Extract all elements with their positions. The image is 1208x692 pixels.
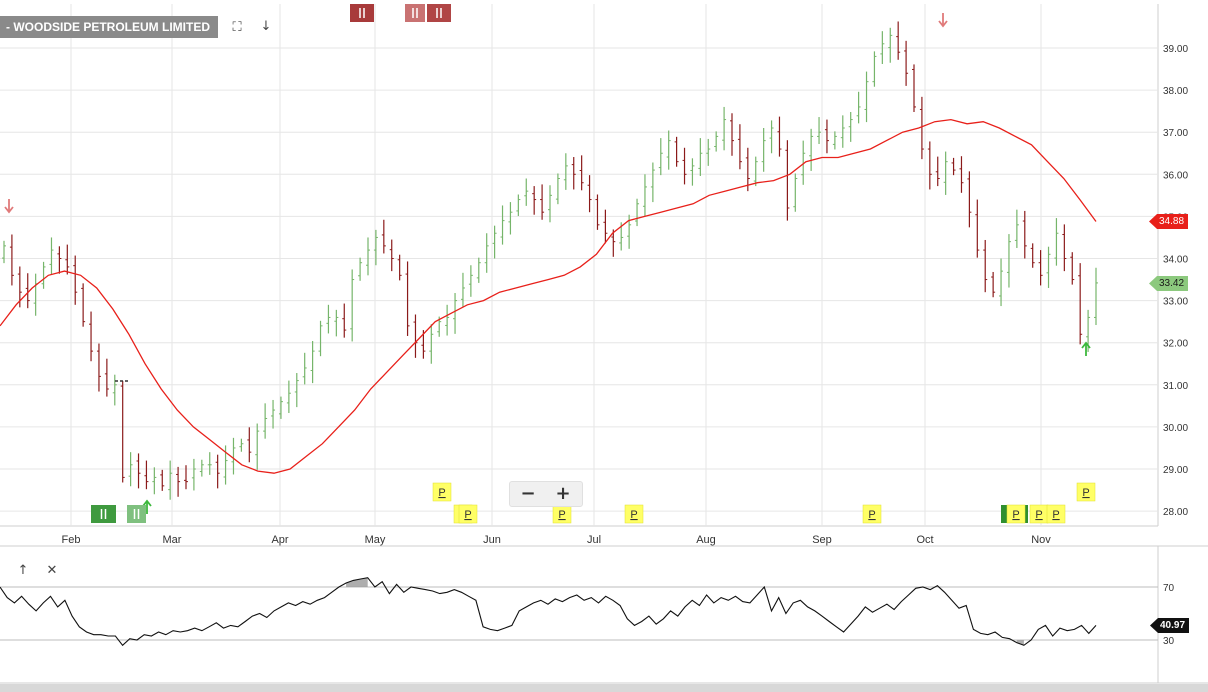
p-marker-box bbox=[1076, 482, 1096, 502]
p-marker: P bbox=[458, 504, 478, 524]
indicator-tick-label: 70 bbox=[1163, 583, 1175, 594]
x-tick-label: Apr bbox=[271, 534, 288, 546]
p-marker-glyph: P bbox=[1012, 509, 1019, 521]
y-tick-label: 36.00 bbox=[1163, 170, 1188, 181]
x-tick-label: Nov bbox=[1031, 534, 1051, 546]
y-tick-label: 29.00 bbox=[1163, 465, 1188, 476]
arrow-head bbox=[4, 206, 14, 214]
arrow-head bbox=[938, 20, 948, 28]
y-tick-label: 39.00 bbox=[1163, 44, 1188, 55]
p-marker-box bbox=[432, 482, 452, 502]
y-tick-label: 28.00 bbox=[1163, 507, 1188, 518]
ma-value-tag: 34.88 bbox=[1149, 214, 1189, 229]
p-marker-glyph: P bbox=[464, 509, 471, 521]
indicator-zone-fill bbox=[1016, 640, 1024, 646]
p-marker: P bbox=[862, 504, 882, 524]
zoom-out-button[interactable]: − bbox=[520, 483, 536, 504]
bottom-scroll-strip[interactable] bbox=[0, 684, 1208, 692]
arrow-head bbox=[142, 499, 152, 507]
p-marker: P bbox=[1029, 504, 1049, 524]
zoom-controls: − + bbox=[509, 481, 583, 507]
indicator-line bbox=[0, 577, 1097, 647]
sell-arrow-icon bbox=[938, 13, 948, 28]
x-tick-label: Feb bbox=[62, 534, 81, 546]
zoom-in-button[interactable]: + bbox=[555, 483, 571, 504]
x-tick-label: Jul bbox=[587, 534, 601, 546]
event-marker-red bbox=[405, 4, 425, 22]
moving-average-line bbox=[0, 118, 1097, 474]
y-tick-label: 32.00 bbox=[1163, 339, 1188, 350]
p-marker-box bbox=[458, 504, 478, 524]
indicator-tick-label: 30 bbox=[1163, 636, 1175, 647]
marker-box bbox=[127, 505, 146, 523]
p-marker: P bbox=[432, 482, 452, 502]
y-tick-label: 30.00 bbox=[1163, 423, 1188, 434]
event-marker-green bbox=[127, 505, 146, 523]
p-marker: P bbox=[552, 504, 572, 524]
p-marker-glyph: P bbox=[1082, 487, 1089, 499]
y-tick-label: 37.00 bbox=[1163, 128, 1188, 139]
marker-box bbox=[427, 4, 451, 22]
x-tick-label: May bbox=[365, 534, 386, 546]
y-tick-label: 33.00 bbox=[1163, 297, 1188, 308]
arrow-down-icon[interactable]: ↓ bbox=[260, 19, 272, 34]
p-marker-glyph: P bbox=[630, 509, 637, 521]
buy-arrow-icon bbox=[142, 499, 152, 514]
last-price-tag: 33.42 bbox=[1149, 276, 1189, 291]
x-tick-label: Sep bbox=[812, 534, 832, 546]
marker-box bbox=[91, 505, 116, 523]
p-marker-box bbox=[1046, 504, 1066, 524]
x-tick-label: Oct bbox=[916, 534, 933, 546]
marker-box bbox=[405, 4, 425, 22]
p-marker-glyph: P bbox=[558, 509, 565, 521]
y-tick-label: 38.00 bbox=[1163, 86, 1188, 97]
p-marker: P bbox=[1076, 482, 1096, 502]
sell-arrow-icon bbox=[4, 199, 14, 214]
p-marker-box bbox=[624, 504, 644, 524]
p-marker-glyph: P bbox=[438, 487, 445, 499]
x-tick-label: Aug bbox=[696, 534, 716, 546]
arrow-head bbox=[1081, 341, 1091, 349]
p-marker: P bbox=[1046, 504, 1066, 524]
p-marker-glyph: P bbox=[1035, 509, 1042, 521]
p-marker: P bbox=[1006, 504, 1026, 524]
y-tick-label: 34.00 bbox=[1163, 255, 1188, 266]
y-tick-label: 31.00 bbox=[1163, 381, 1188, 392]
event-marker-green bbox=[91, 505, 116, 523]
ticker-label[interactable]: - WOODSIDE PETROLEUM LIMITED bbox=[0, 16, 218, 38]
event-marker-red bbox=[350, 4, 374, 22]
buy-arrow-icon bbox=[1081, 341, 1091, 356]
x-tick-label: Mar bbox=[163, 534, 182, 546]
event-marker-red bbox=[427, 4, 451, 22]
p-marker-box bbox=[1006, 504, 1026, 524]
fullscreen-icon[interactable]: ⛶ bbox=[232, 20, 242, 35]
marker-box bbox=[350, 4, 374, 22]
close-icon[interactable]: ✕ bbox=[46, 563, 58, 578]
p-marker-box bbox=[862, 504, 882, 524]
p-marker-glyph: P bbox=[868, 509, 875, 521]
p-marker-glyph: P bbox=[1052, 509, 1059, 521]
x-tick-label: Jun bbox=[483, 534, 501, 546]
indicator-value-tag: 40.97 bbox=[1150, 618, 1190, 633]
arrow-up-icon[interactable]: ↑ bbox=[17, 563, 29, 578]
p-marker: P bbox=[624, 504, 644, 524]
indicator-zone-fill bbox=[346, 577, 368, 587]
